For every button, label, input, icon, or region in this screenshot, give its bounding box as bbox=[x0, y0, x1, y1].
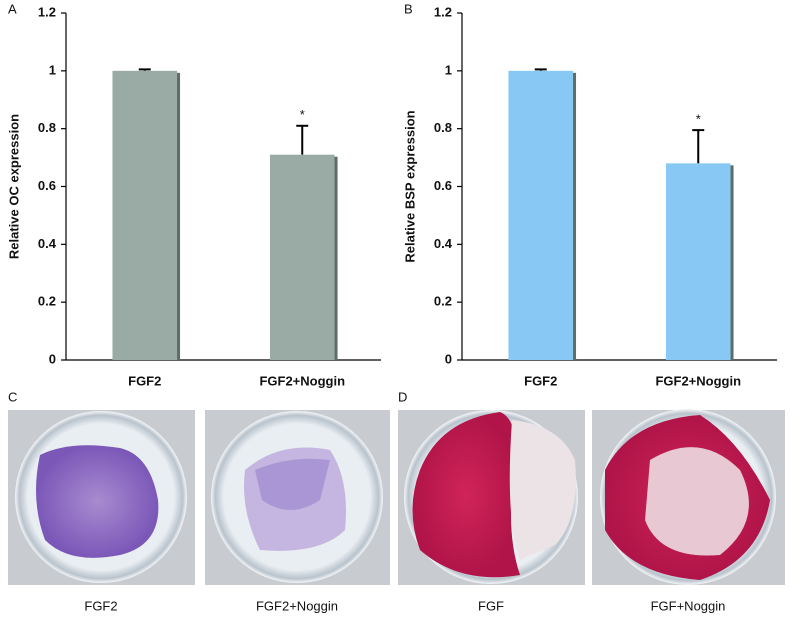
y-axis-label: Relative BSP expression bbox=[402, 110, 417, 262]
y-tick-label: 0 bbox=[49, 351, 56, 366]
photo-caption: FGF2 bbox=[84, 598, 117, 613]
y-tick-label: 1 bbox=[49, 62, 56, 77]
y-tick-label: 0.6 bbox=[434, 178, 452, 193]
y-tick-label: 0.8 bbox=[38, 120, 56, 135]
bar bbox=[665, 163, 731, 360]
panel-label: A bbox=[8, 1, 17, 16]
photo-c1 bbox=[8, 410, 195, 585]
panel-label: C bbox=[8, 389, 17, 404]
x-tick-label: FGF2+Noggin bbox=[655, 373, 741, 388]
y-tick-label: 0.2 bbox=[38, 294, 56, 309]
annotation: * bbox=[696, 112, 701, 127]
y-tick-label: 0.4 bbox=[38, 236, 57, 251]
photo-caption: FGF+Noggin bbox=[651, 598, 726, 613]
photo-d2 bbox=[592, 409, 785, 585]
y-tick-label: 0.4 bbox=[434, 236, 453, 251]
x-tick-label: FGF2 bbox=[524, 373, 557, 388]
x-tick-label: FGF2+Noggin bbox=[259, 373, 345, 388]
x-tick-label: FGF2 bbox=[128, 373, 161, 388]
photo-caption: FGF2+Noggin bbox=[256, 598, 338, 613]
panel-label: D bbox=[398, 389, 407, 404]
bar bbox=[112, 70, 178, 360]
y-tick-label: 1 bbox=[445, 62, 452, 77]
y-axis-label: Relative OC expression bbox=[6, 114, 21, 259]
y-tick-label: 0.2 bbox=[434, 294, 452, 309]
photo-d1 bbox=[398, 410, 585, 585]
y-tick-label: 0.8 bbox=[434, 120, 452, 135]
annotation: * bbox=[300, 107, 305, 122]
photo-c2 bbox=[205, 410, 390, 585]
y-tick-label: 1.2 bbox=[38, 4, 56, 19]
panel-label: B bbox=[404, 1, 413, 16]
y-tick-label: 0 bbox=[445, 351, 452, 366]
y-tick-label: 1.2 bbox=[434, 4, 452, 19]
bar bbox=[508, 70, 574, 360]
photo-caption: FGF bbox=[478, 598, 504, 613]
y-tick-label: 0.6 bbox=[38, 178, 56, 193]
bar bbox=[269, 154, 335, 360]
